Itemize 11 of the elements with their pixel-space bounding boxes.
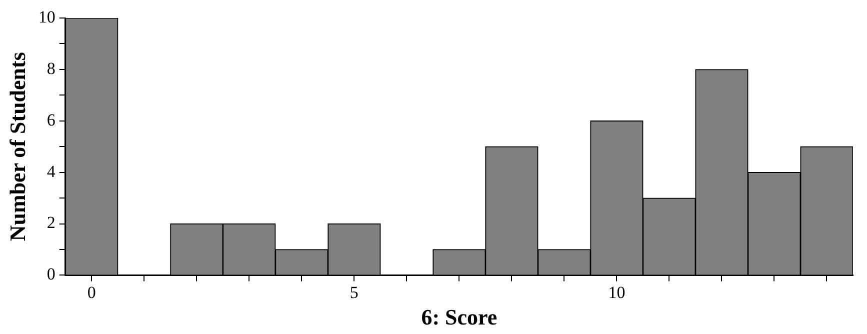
y-tick-label: 6: [46, 110, 56, 130]
x-axis-title: 6: Score: [421, 304, 498, 330]
y-tick-label: 4: [46, 162, 56, 181]
y-tick-label: 0: [46, 264, 56, 284]
x-tick-label: 0: [87, 282, 96, 302]
y-tick-label: 2: [46, 213, 56, 232]
y-tick-label: 8: [46, 58, 56, 78]
y-axis-title: Number of Students: [4, 52, 30, 242]
x-tick-label: 10: [608, 282, 626, 302]
y-tick-label: 10: [38, 7, 56, 26]
x-tick-label: 5: [350, 282, 358, 302]
